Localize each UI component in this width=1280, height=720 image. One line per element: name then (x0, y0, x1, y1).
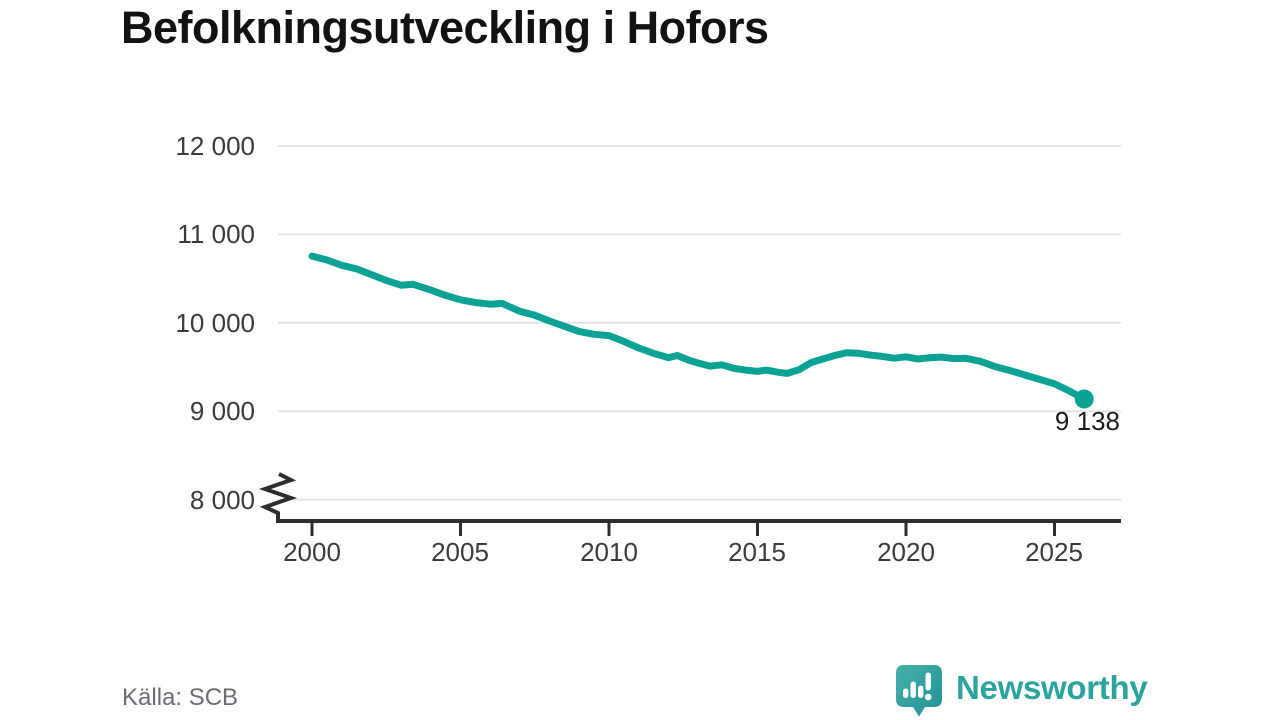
y-axis-tick-label: 8 000 (189, 485, 255, 515)
source-label: Källa: SCB (122, 684, 239, 711)
x-axis-tick-label: 2005 (431, 537, 489, 567)
exclamation-dot-icon (924, 693, 932, 701)
exclamation-bar-icon (925, 672, 931, 691)
bar-icon-medium (918, 685, 924, 698)
end-value-label: 9 138 (1054, 406, 1120, 436)
x-axis-tick-label: 2025 (1025, 537, 1083, 567)
y-axis-tick-label: 12 000 (175, 131, 255, 161)
newsworthy-logo-icon (896, 665, 942, 717)
y-axis-tick-label: 10 000 (175, 308, 255, 338)
brand-name: Newsworthy (956, 669, 1148, 706)
bar-icon-short (903, 688, 909, 698)
x-axis-tick-label: 2015 (728, 537, 786, 567)
bar-icon-tall (910, 681, 916, 698)
brand-lockup: Newsworthy (895, 664, 1148, 718)
x-axis-tick-label: 2000 (283, 537, 341, 567)
chart-title: Befolkningsutveckling i Hofors (121, 2, 769, 53)
y-axis-tick-label: 11 000 (177, 219, 255, 249)
x-axis-tick-label: 2020 (877, 537, 935, 567)
x-axis-tick-label: 2010 (580, 537, 638, 567)
y-axis-tick-label: 9 000 (189, 396, 255, 426)
